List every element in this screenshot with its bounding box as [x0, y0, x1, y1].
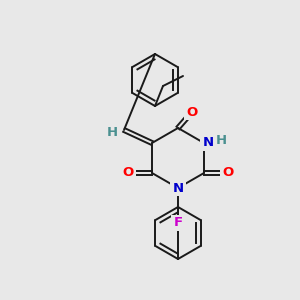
Text: F: F — [173, 217, 183, 230]
Text: O: O — [222, 167, 234, 179]
Text: O: O — [186, 106, 198, 118]
Text: H: H — [106, 125, 118, 139]
Text: O: O — [122, 167, 134, 179]
Text: H: H — [215, 134, 226, 148]
Text: N: N — [172, 182, 184, 194]
Text: N: N — [202, 136, 214, 149]
